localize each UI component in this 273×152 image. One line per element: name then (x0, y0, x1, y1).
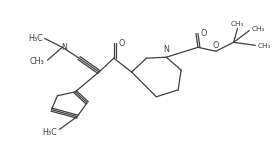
Text: H₃C: H₃C (43, 128, 57, 137)
Text: O: O (213, 41, 219, 50)
Text: CH₃: CH₃ (257, 43, 271, 49)
Text: H₃C: H₃C (28, 34, 43, 43)
Text: CH₃: CH₃ (251, 26, 265, 33)
Text: CH₃: CH₃ (231, 21, 244, 27)
Text: N: N (61, 43, 67, 52)
Text: O: O (119, 39, 125, 48)
Text: O: O (201, 29, 207, 38)
Text: CH₃: CH₃ (30, 57, 44, 66)
Text: N: N (163, 45, 169, 54)
